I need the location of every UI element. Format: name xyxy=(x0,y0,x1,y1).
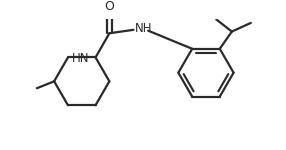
Text: O: O xyxy=(104,0,114,13)
Text: NH: NH xyxy=(135,22,153,35)
Text: HN: HN xyxy=(72,52,89,65)
